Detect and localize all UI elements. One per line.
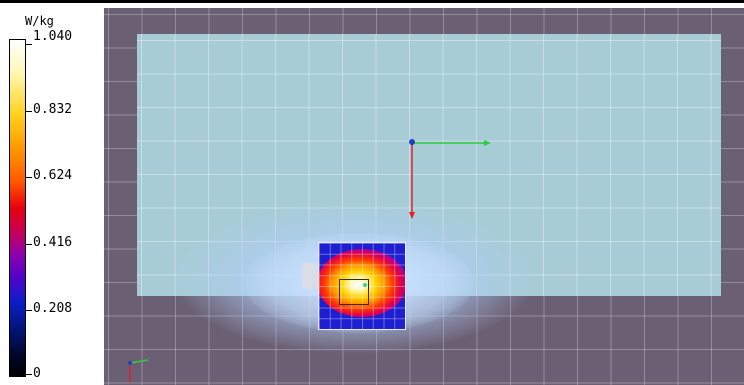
sar-hotspot-region[interactable] <box>318 242 406 330</box>
legend-tick <box>25 177 32 178</box>
legend-tick-label: 0.208 <box>33 301 73 316</box>
legend-tick <box>25 44 32 45</box>
sar-hotspot <box>319 249 405 317</box>
top-rule <box>0 0 744 3</box>
legend-tick-label: 0.416 <box>33 235 73 250</box>
color-scale-legend: W/kg 1.040 0.832 0.624 0.416 0.208 0 <box>0 0 100 385</box>
legend-tick <box>25 244 32 245</box>
color-scale-bar <box>9 39 26 377</box>
3d-viewport[interactable] <box>104 8 744 385</box>
peak-point-marker <box>363 283 367 287</box>
orientation-triad-icon <box>128 359 149 382</box>
legend-tick <box>25 310 32 311</box>
legend-tick-label: 0.832 <box>33 102 73 117</box>
x-axis-arrow-icon <box>484 140 491 146</box>
hotspot-grid <box>319 243 405 329</box>
legend-tick-label: 0 <box>33 366 41 381</box>
legend-tick-label: 1.040 <box>33 29 73 44</box>
legend-unit-label: W/kg <box>25 14 54 28</box>
axis-gizmo[interactable] <box>409 139 491 219</box>
axes-overlay <box>128 139 491 382</box>
origin-dot-icon <box>409 139 415 145</box>
y-axis-arrow-icon <box>409 212 415 219</box>
legend-tick-label: 0.624 <box>33 168 73 183</box>
averaging-cube <box>339 279 369 305</box>
legend-tick <box>25 111 32 112</box>
source-side-tab <box>302 263 318 289</box>
legend-tick <box>25 374 32 375</box>
